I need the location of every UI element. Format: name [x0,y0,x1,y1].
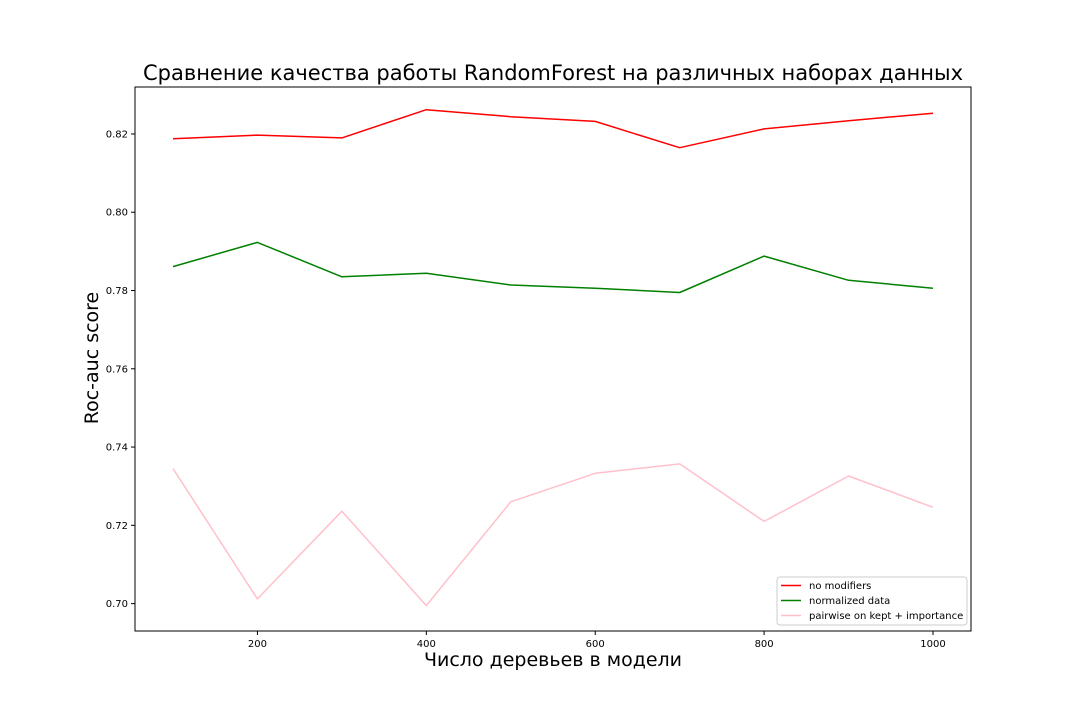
y-tick-label: 0.76 [106,364,128,375]
series-line-2 [172,241,934,294]
y-axis: 0.70 0.72 0.74 0.76 0.78 0.80 0.82 [106,129,135,610]
x-tick-label: 200 [248,639,267,650]
y-tick-label: 0.80 [106,208,128,219]
x-axis: 200 400 600 800 1000 [248,631,946,650]
legend-label: pairwise on kept + importance [809,611,963,622]
x-axis-label: Число деревьев в модели [424,649,682,671]
y-tick-label: 0.82 [106,129,128,140]
legend-box [776,576,968,626]
legend-label: no modifiers [809,581,871,592]
x-tick-label: 600 [586,639,605,650]
x-tick-label: 800 [755,639,774,650]
y-axis-label: Roc-auc score [81,292,103,425]
x-tick-label: 400 [417,639,436,650]
series-line-1 [172,108,934,149]
y-tick-label: 0.70 [106,599,128,610]
chart-title: Сравнение качества работы RandomForest н… [143,61,963,85]
series-line-3 [172,463,934,607]
legend: no modifiers normalized data pairwise on k… [776,576,968,626]
y-tick-label: 0.78 [106,286,128,297]
y-tick-label: 0.72 [106,521,128,532]
plot-frame [134,86,972,632]
series-layer [172,108,934,607]
x-tick-label: 1000 [920,639,945,650]
legend-label: normalized data [809,596,890,607]
y-tick-label: 0.74 [106,443,128,454]
